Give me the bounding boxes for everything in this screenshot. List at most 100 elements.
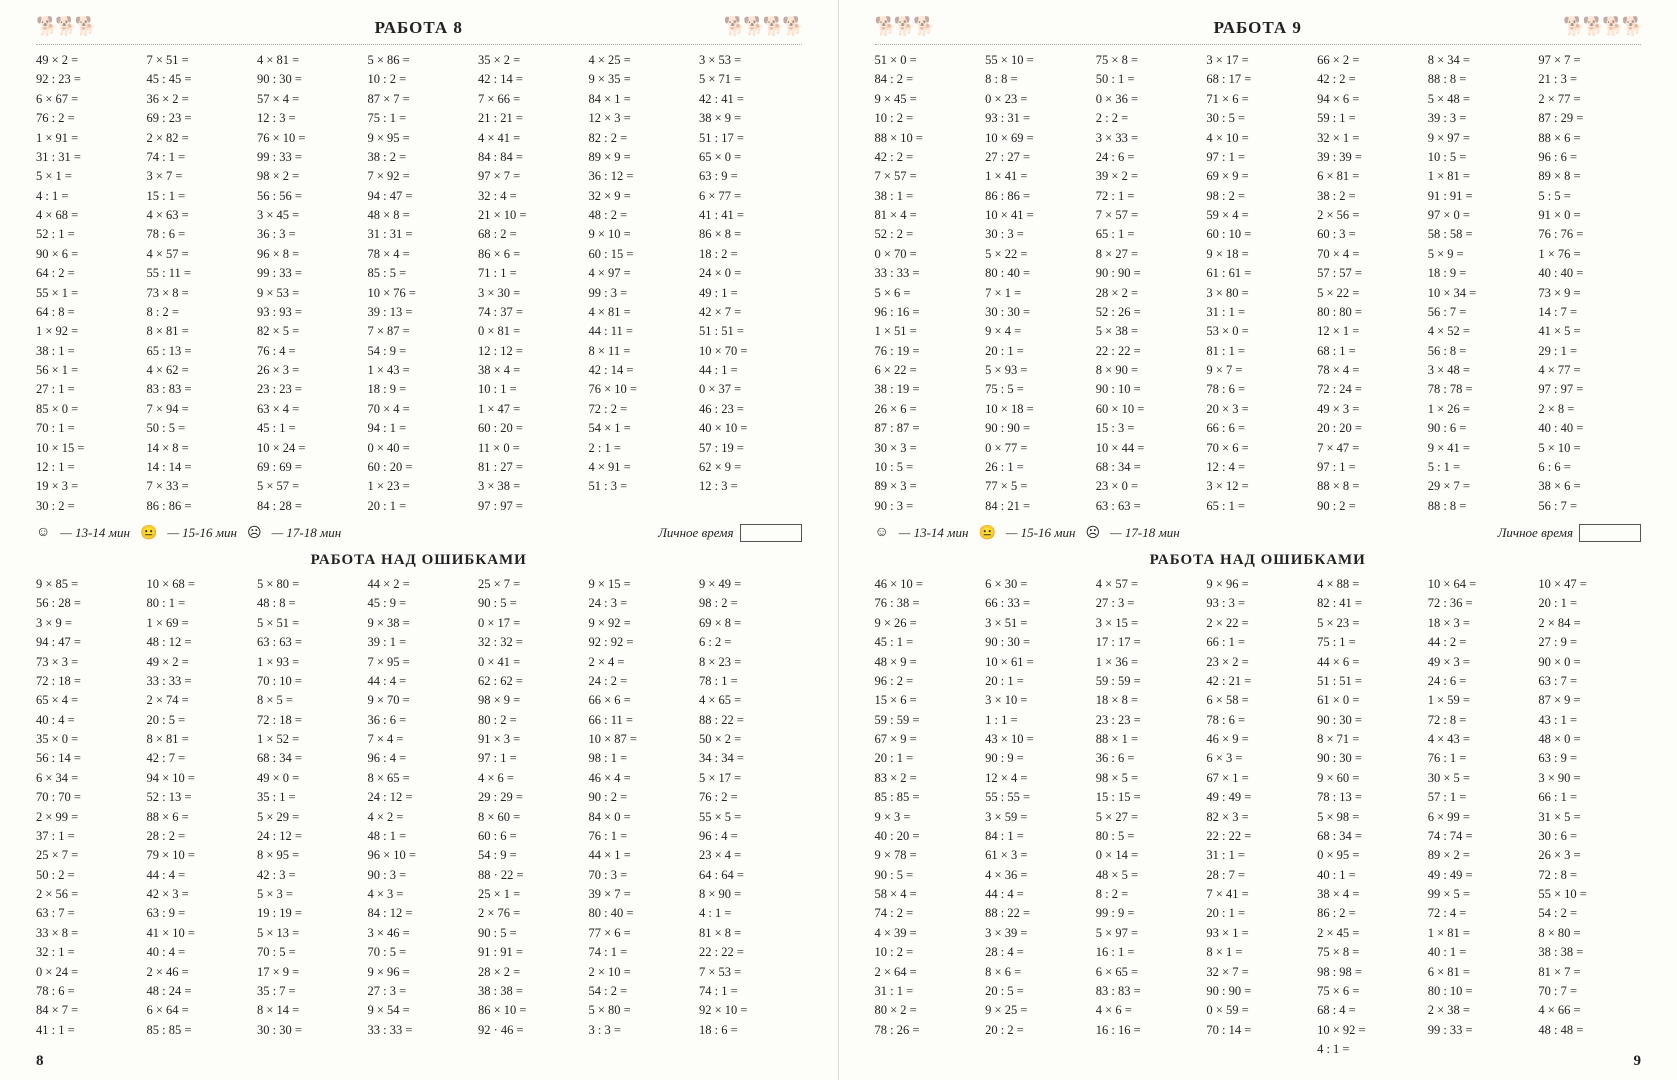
problem-cell: 20 × 3 = [1206,400,1309,419]
problem-cell: 44 : 4 = [985,885,1088,904]
problem-cell: 6 × 81 = [1317,167,1420,186]
problem-cell: 70 : 3 = [589,866,692,885]
problem-cell: 5 × 1 = [36,167,139,186]
problem-cell: 46 × 10 = [875,575,978,594]
problem-cell: 42 : 14 = [589,361,692,380]
problem-cell: 88 × 10 = [875,129,978,148]
problem-cell: 9 × 41 = [1428,439,1531,458]
problem-cell: 8 × 11 = [589,342,692,361]
problem-cell: 5 × 27 = [1096,808,1199,827]
problem-cell: 2 : 2 = [1096,109,1199,128]
problem-cell: 26 × 6 = [875,400,978,419]
problem-cell: 10 × 69 = [985,129,1088,148]
problem-cell: 3 × 15 = [1096,614,1199,633]
problem-cell: 1 × 41 = [985,167,1088,186]
problem-cell: 68 : 34 = [1317,827,1420,846]
problem-cell: 4 × 6 = [1096,1001,1199,1020]
problem-cell: 8 : 2 = [1096,885,1199,904]
problem-cell: 33 : 33 = [147,672,250,691]
problem-cell: 55 × 10 = [1538,885,1641,904]
problem-cell: 39 × 7 = [589,885,692,904]
problem-cell: 62 × 9 = [699,458,802,477]
problem-cell: 15 × 6 = [875,691,978,710]
problem-cell: 9 × 38 = [368,614,471,633]
problem-cell: 87 × 7 = [368,90,471,109]
problem-cell: 97 : 1 = [478,749,581,768]
problem-cell: 63 : 9 = [147,904,250,923]
problem-cell: 9 × 85 = [36,575,139,594]
problem-column: 9 × 96 =93 : 3 =2 × 22 =66 : 1 =23 × 2 =… [1206,575,1309,1059]
problem-column: 3 × 53 =5 × 71 =42 : 41 =38 × 9 =51 : 17… [699,51,802,516]
page-number-left: 8 [36,1053,44,1070]
problem-cell: 50 : 1 = [1096,70,1199,89]
problem-cell: 84 × 7 = [36,1001,139,1020]
problem-cell: 78 : 6 = [1206,711,1309,730]
problem-cell: 17 : 17 = [1096,633,1199,652]
problem-cell: 76 : 76 = [1538,225,1641,244]
problem-cell: 20 : 20 = [1317,419,1420,438]
problem-cell: 91 : 91 = [478,943,581,962]
problem-cell: 97 : 1 = [1206,148,1309,167]
problem-cell: 8 × 81 = [147,322,250,341]
problem-cell: 54 : 9 = [368,342,471,361]
problem-cell: 42 : 21 = [1206,672,1309,691]
time-input-box[interactable] [740,524,802,542]
problem-cell: 27 : 3 = [368,982,471,1001]
problem-cell: 4 : 1 = [699,904,802,923]
problem-cell: 7 × 57 = [875,167,978,186]
problem-cell: 2 × 99 = [36,808,139,827]
problem-cell: 25 × 7 = [36,846,139,865]
problem-cell: 63 × 4 = [257,400,360,419]
problem-cell: 32 : 4 = [478,187,581,206]
problem-cell: 82 : 41 = [1317,594,1420,613]
problem-cell: 52 : 2 = [875,225,978,244]
problem-cell: 2 × 22 = [1206,614,1309,633]
problem-cell: 80 : 2 = [478,711,581,730]
problem-cell: 71 : 1 = [478,264,581,283]
problem-cell: 68 : 34 = [257,749,360,768]
problem-cell: 31 : 1 = [1206,846,1309,865]
problem-cell: 10 × 15 = [36,439,139,458]
problem-cell: 60 : 20 = [478,419,581,438]
problem-cell: 80 : 5 = [1096,827,1199,846]
time-input-box[interactable] [1579,524,1641,542]
page-right: 🐕🐕🐕 🐕🐕🐕🐕 РАБОТА 9 51 × 0 =84 : 2 =9 × 45… [839,0,1677,1080]
problem-cell: 96 × 8 = [257,245,360,264]
problem-cell: 46 × 9 = [1206,730,1309,749]
problem-cell: 88 : 8 = [1428,497,1531,516]
problem-cell: 56 : 14 = [36,749,139,768]
problem-cell: 78 : 6 = [147,225,250,244]
problem-cell: 72 : 1 = [1096,187,1199,206]
problem-cell: 4 × 81 = [257,51,360,70]
problem-cell: 27 : 27 = [985,148,1088,167]
problem-cell: 88 : 22 = [985,904,1088,923]
problem-cell: 6 : 6 = [1538,458,1641,477]
problem-cell: 86 : 2 = [1317,904,1420,923]
problem-cell: 73 × 8 = [147,284,250,303]
problem-cell: 8 × 90 = [699,885,802,904]
problem-cell: 5 × 10 = [1538,439,1641,458]
problem-column: 46 × 10 =76 : 38 =9 × 26 =45 : 1 =48 × 9… [875,575,978,1059]
subtitle-right: РАБОТА НАД ОШИБКАМИ [875,552,1642,569]
problem-cell: 5 × 9 = [1428,245,1531,264]
problem-cell: 48 × 9 = [875,653,978,672]
problem-cell: 23 × 2 = [1206,653,1309,672]
problem-cell: 65 : 1 = [1096,225,1199,244]
problem-cell: 10 × 34 = [1428,284,1531,303]
problem-cell: 21 : 3 = [1538,70,1641,89]
problem-column: 4 × 57 =27 : 3 =3 × 15 =17 : 17 =1 × 36 … [1096,575,1199,1059]
problem-cell: 1 : 1 = [985,711,1088,730]
problem-cell: 72 : 8 = [1538,866,1641,885]
problem-cell: 76 : 2 = [699,788,802,807]
problem-cell: 90 : 2 = [589,788,692,807]
problem-cell: 59 : 1 = [1317,109,1420,128]
problem-cell: 74 : 1 = [699,982,802,1001]
problem-cell: 4 × 63 = [147,206,250,225]
problem-cell: 28 × 2 = [1096,284,1199,303]
problem-cell: 0 × 24 = [36,963,139,982]
problem-column: 55 × 10 =8 : 8 =0 × 23 =93 : 31 =10 × 69… [985,51,1088,516]
problem-cell: 72 : 18 = [257,711,360,730]
problem-cell: 49 × 3 = [1317,400,1420,419]
problem-cell: 8 × 1 = [1206,943,1309,962]
problem-cell: 8 × 80 = [1538,924,1641,943]
